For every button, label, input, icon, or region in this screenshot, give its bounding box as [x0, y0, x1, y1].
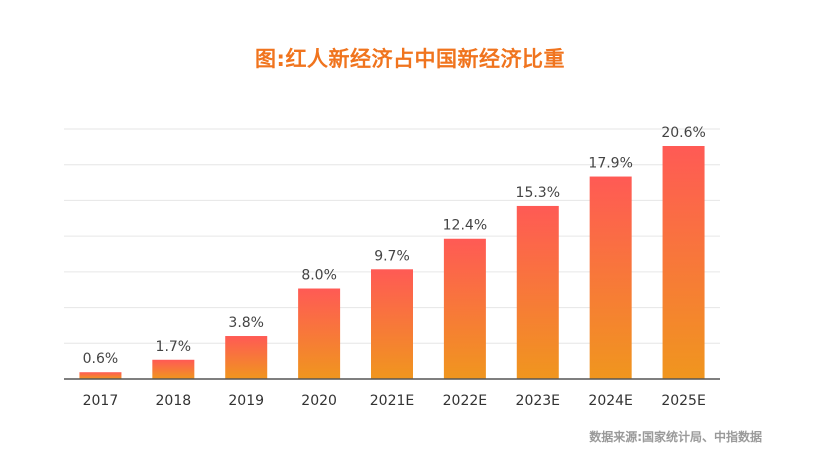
x-tick-2017: 2017 — [83, 393, 119, 409]
bar-2021E — [371, 269, 413, 379]
bar-2024E — [589, 176, 632, 379]
value-label-2024E: 17.9% — [588, 156, 632, 172]
x-tick-2023E: 2023E — [516, 393, 560, 409]
bar-2022E — [443, 238, 486, 379]
value-label-2022E: 12.4% — [443, 218, 487, 234]
chart-title: 图:红人新经济占中国新经济比重 — [255, 47, 565, 71]
x-tick-2020: 2020 — [301, 393, 337, 409]
x-tick-2025E: 2025E — [661, 393, 705, 409]
bar-2017 — [79, 372, 122, 379]
value-label-2023E: 15.3% — [516, 185, 560, 201]
value-label-2019: 3.8% — [228, 315, 264, 331]
value-label-2025E: 20.6% — [661, 125, 705, 141]
value-label-2021E: 9.7% — [374, 248, 410, 264]
x-tick-2021E: 2021E — [370, 393, 414, 409]
value-label-2020: 8.0% — [301, 268, 337, 284]
bar-2020 — [298, 288, 341, 379]
value-label-2017: 0.6% — [83, 351, 119, 367]
bar-2025E — [662, 146, 705, 379]
x-axis: 2017 2018 2019 2020 2021E 2022E 2023E 2024E 2025… — [64, 378, 720, 409]
bar-2018 — [152, 359, 195, 379]
x-tick-2019: 2019 — [228, 393, 264, 409]
value-labels: 0.6% 1.7% 3.8% 8.0% 9.7% 12.4% 15.3% 17.9% 20.6% — [83, 125, 706, 367]
bars — [79, 146, 705, 379]
x-tick-2018: 2018 — [156, 393, 192, 409]
value-label-2018: 1.7% — [156, 339, 192, 355]
x-tick-2024E: 2024E — [588, 393, 632, 409]
x-tick-2022E: 2022E — [443, 393, 487, 409]
bar-2019 — [225, 336, 268, 379]
bar-2023E — [516, 205, 559, 379]
source-note: 数据来源:国家统计局、中指数据 — [589, 430, 762, 444]
